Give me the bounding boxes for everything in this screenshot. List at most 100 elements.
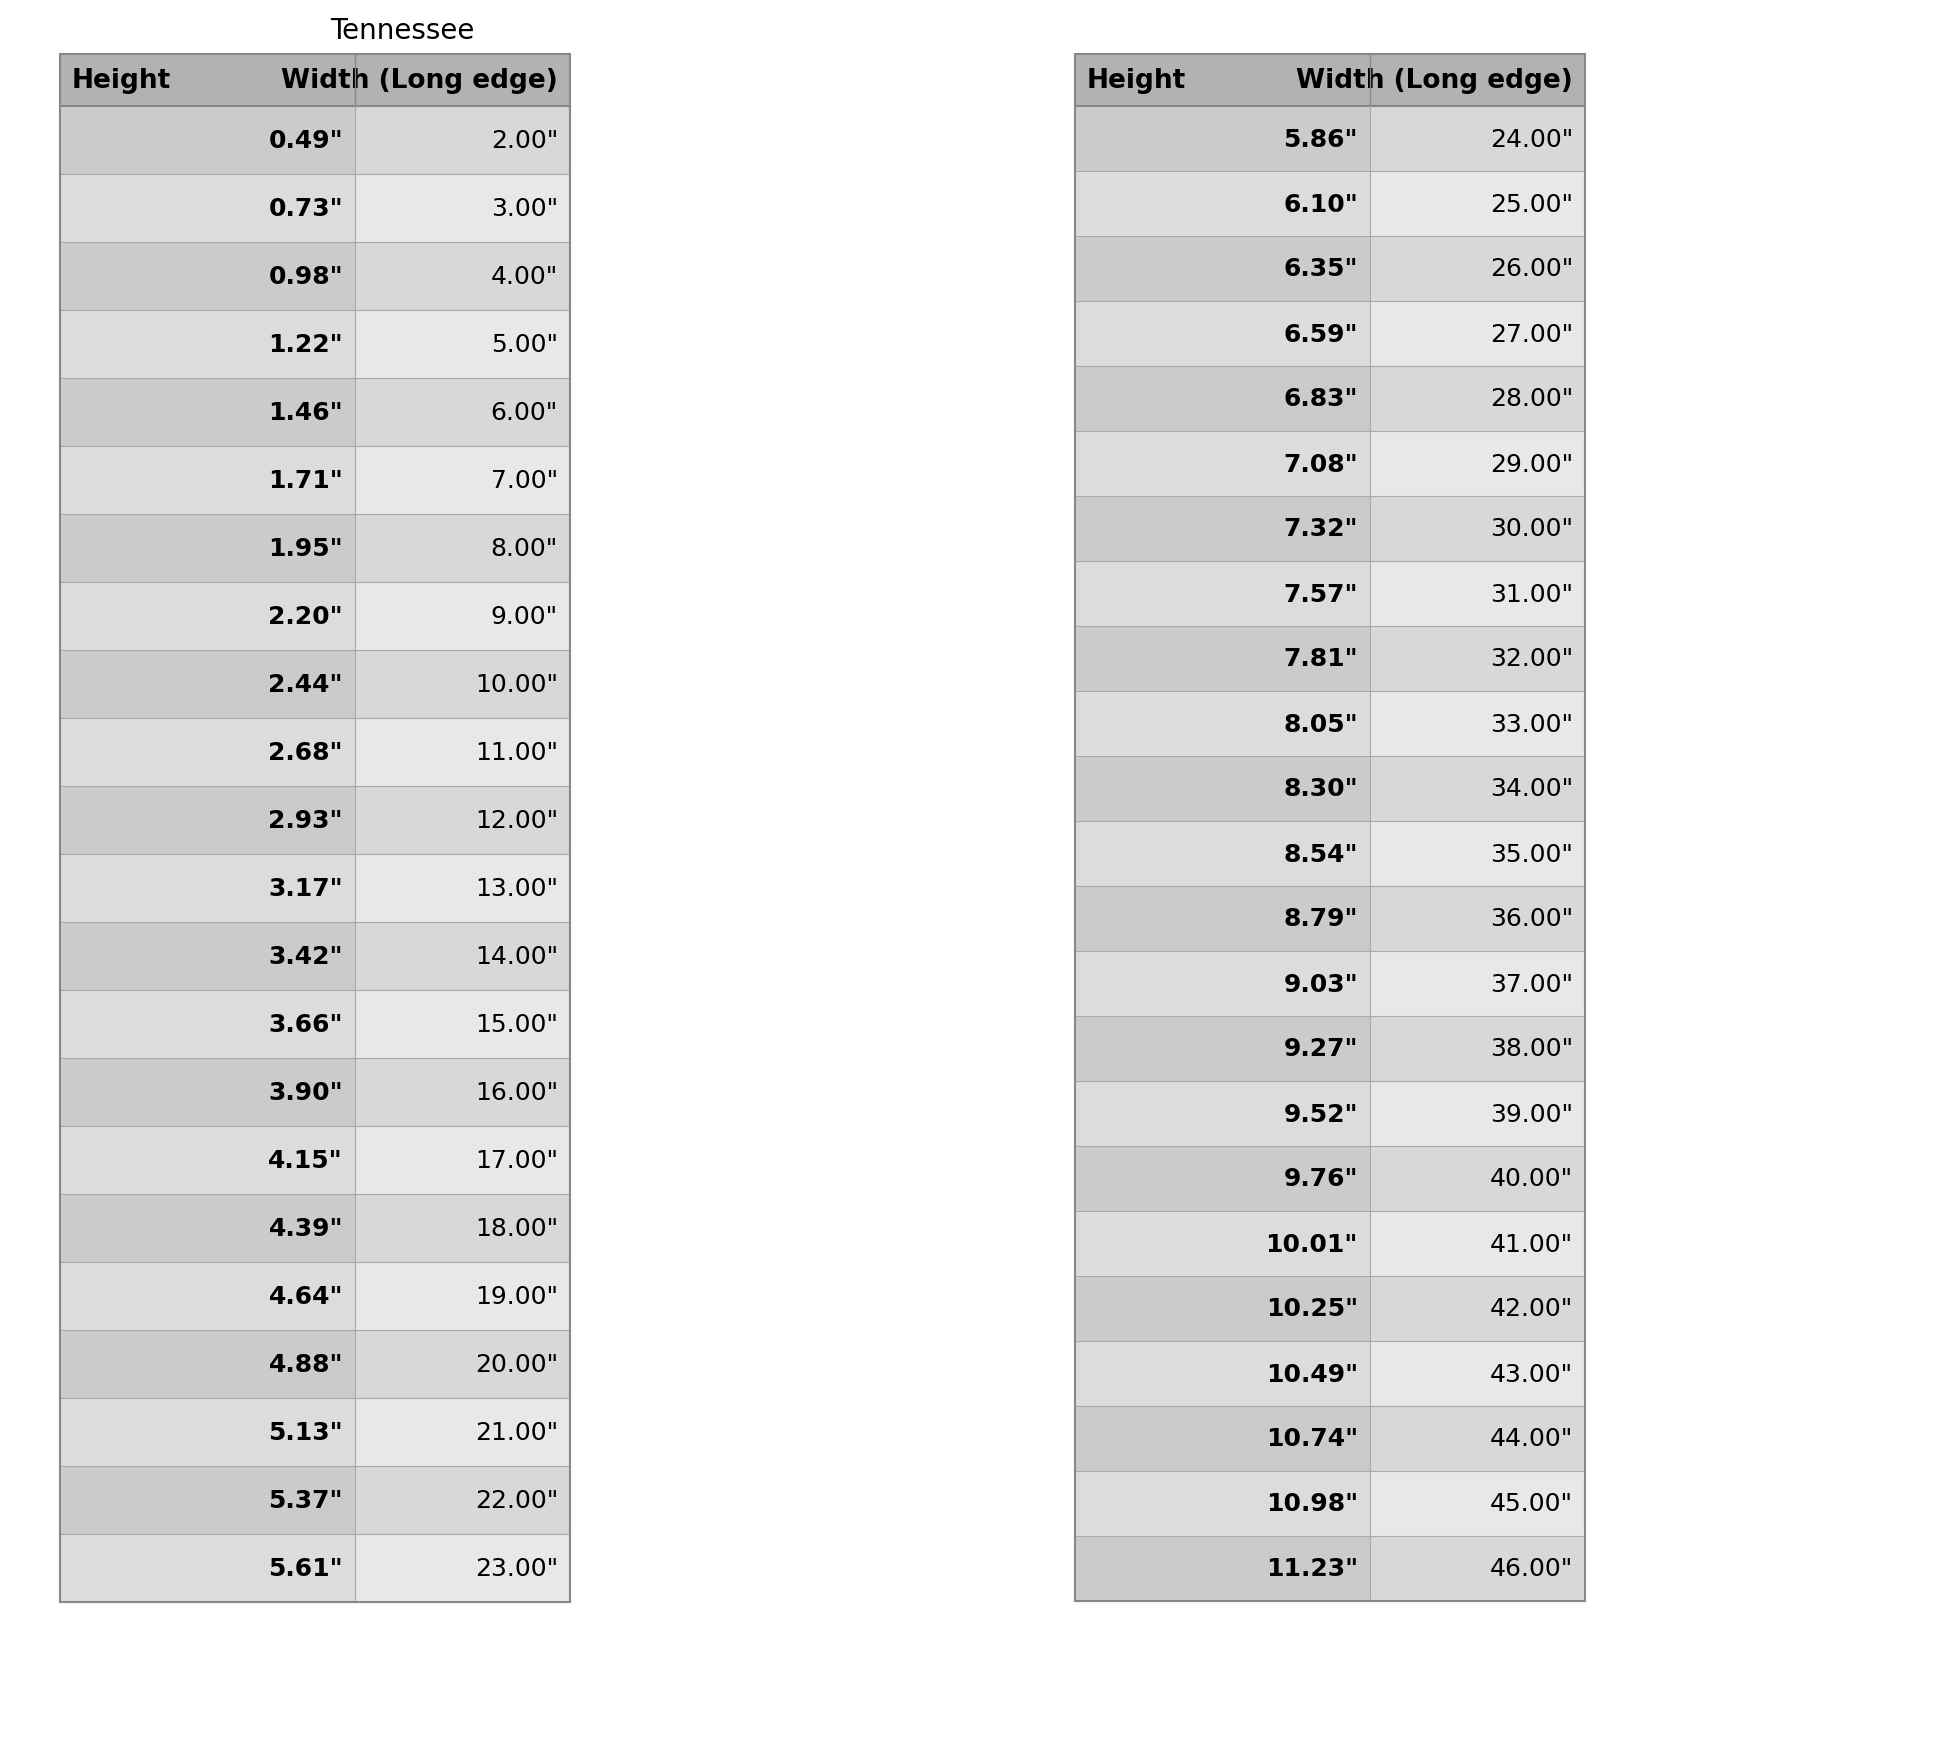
Bar	[1074, 1406, 1370, 1471]
Bar	[354, 446, 570, 515]
Text: 35.00": 35.00"	[1491, 841, 1572, 866]
Bar	[1074, 1212, 1370, 1277]
Text: 10.74": 10.74"	[1267, 1427, 1358, 1450]
Bar	[1074, 55, 1584, 108]
Text: 7.32": 7.32"	[1284, 517, 1358, 542]
Bar	[60, 854, 354, 923]
Text: 9.03": 9.03"	[1282, 972, 1358, 997]
Bar	[1370, 1016, 1584, 1081]
Bar	[354, 787, 570, 854]
Text: 17.00": 17.00"	[475, 1148, 559, 1173]
Text: 8.54": 8.54"	[1284, 841, 1358, 866]
Text: 26.00": 26.00"	[1491, 258, 1572, 280]
Text: 34.00": 34.00"	[1491, 778, 1572, 801]
Text: 7.08": 7.08"	[1282, 452, 1358, 476]
Bar	[1074, 432, 1370, 497]
Bar	[1370, 626, 1584, 691]
Text: 8.30": 8.30"	[1282, 778, 1358, 801]
Text: 27.00": 27.00"	[1491, 323, 1572, 346]
Text: 8.79": 8.79"	[1284, 907, 1358, 931]
Bar	[60, 1263, 354, 1330]
Text: 44.00": 44.00"	[1491, 1427, 1572, 1450]
Bar	[60, 990, 354, 1058]
Text: 1.46": 1.46"	[269, 400, 342, 425]
Bar	[1370, 757, 1584, 822]
Bar	[1370, 1147, 1584, 1212]
Text: 3.17": 3.17"	[269, 877, 342, 900]
Bar	[1370, 432, 1584, 497]
Text: 3.66": 3.66"	[269, 1013, 342, 1037]
Bar	[354, 379, 570, 446]
Bar	[354, 651, 570, 718]
Bar	[1074, 951, 1370, 1016]
Text: Width (Long edge): Width (Long edge)	[1296, 69, 1572, 93]
Text: 3.42": 3.42"	[269, 944, 342, 968]
Bar	[354, 243, 570, 310]
Bar	[354, 1399, 570, 1466]
Bar	[1370, 1277, 1584, 1341]
Bar	[1074, 171, 1370, 236]
Bar	[60, 1466, 354, 1535]
Bar	[60, 923, 354, 990]
Bar	[60, 1127, 354, 1194]
Text: 11.23": 11.23"	[1267, 1556, 1358, 1581]
Text: 6.35": 6.35"	[1284, 258, 1358, 280]
Text: 32.00": 32.00"	[1491, 647, 1572, 670]
Bar	[1370, 302, 1584, 367]
Bar	[1370, 822, 1584, 887]
Bar	[1074, 1536, 1370, 1602]
Bar	[1370, 1081, 1584, 1147]
Bar	[354, 718, 570, 787]
Bar	[1370, 1212, 1584, 1277]
Bar	[1370, 951, 1584, 1016]
Text: 11.00": 11.00"	[475, 741, 559, 764]
Text: 6.83": 6.83"	[1284, 388, 1358, 411]
Text: 19.00": 19.00"	[475, 1284, 559, 1309]
Bar	[1370, 171, 1584, 236]
Text: 0.98": 0.98"	[269, 265, 342, 289]
Bar	[1370, 1341, 1584, 1406]
Text: 36.00": 36.00"	[1491, 907, 1572, 931]
Text: 14.00": 14.00"	[475, 944, 559, 968]
Text: 20.00": 20.00"	[475, 1353, 559, 1376]
Bar	[1074, 626, 1370, 691]
Bar	[60, 1194, 354, 1263]
Bar	[354, 1263, 570, 1330]
Text: 1.22": 1.22"	[269, 333, 342, 356]
Text: 6.10": 6.10"	[1282, 192, 1358, 217]
Bar	[1074, 1341, 1370, 1406]
Text: 10.00": 10.00"	[475, 672, 559, 697]
Bar	[60, 1330, 354, 1399]
Text: 15.00": 15.00"	[475, 1013, 559, 1037]
Text: 2.93": 2.93"	[269, 808, 342, 833]
Text: 8.05": 8.05"	[1282, 713, 1358, 736]
Bar	[60, 175, 354, 243]
Bar	[1074, 55, 1584, 1602]
Bar	[60, 446, 354, 515]
Text: 37.00": 37.00"	[1491, 972, 1572, 997]
Text: 43.00": 43.00"	[1491, 1362, 1572, 1387]
Text: 2.20": 2.20"	[269, 605, 342, 628]
Bar	[60, 55, 570, 1602]
Bar	[60, 55, 570, 108]
Text: 5.86": 5.86"	[1284, 127, 1358, 152]
Bar	[1074, 302, 1370, 367]
Bar	[1370, 108, 1584, 171]
Text: 5.00": 5.00"	[490, 333, 559, 356]
Text: 6.59": 6.59"	[1284, 323, 1358, 346]
Bar	[354, 1194, 570, 1263]
Text: 28.00": 28.00"	[1491, 388, 1572, 411]
Bar	[1074, 1081, 1370, 1147]
Bar	[1370, 236, 1584, 302]
Bar	[354, 515, 570, 582]
Text: 23.00": 23.00"	[475, 1556, 559, 1581]
Bar	[354, 1330, 570, 1399]
Text: Height: Height	[1088, 69, 1187, 93]
Text: 45.00": 45.00"	[1491, 1492, 1572, 1515]
Bar	[60, 379, 354, 446]
Text: 22.00": 22.00"	[475, 1489, 559, 1512]
Bar	[354, 310, 570, 379]
Text: 8.00": 8.00"	[490, 536, 559, 561]
Text: 5.13": 5.13"	[269, 1420, 342, 1445]
Bar	[1370, 1536, 1584, 1602]
